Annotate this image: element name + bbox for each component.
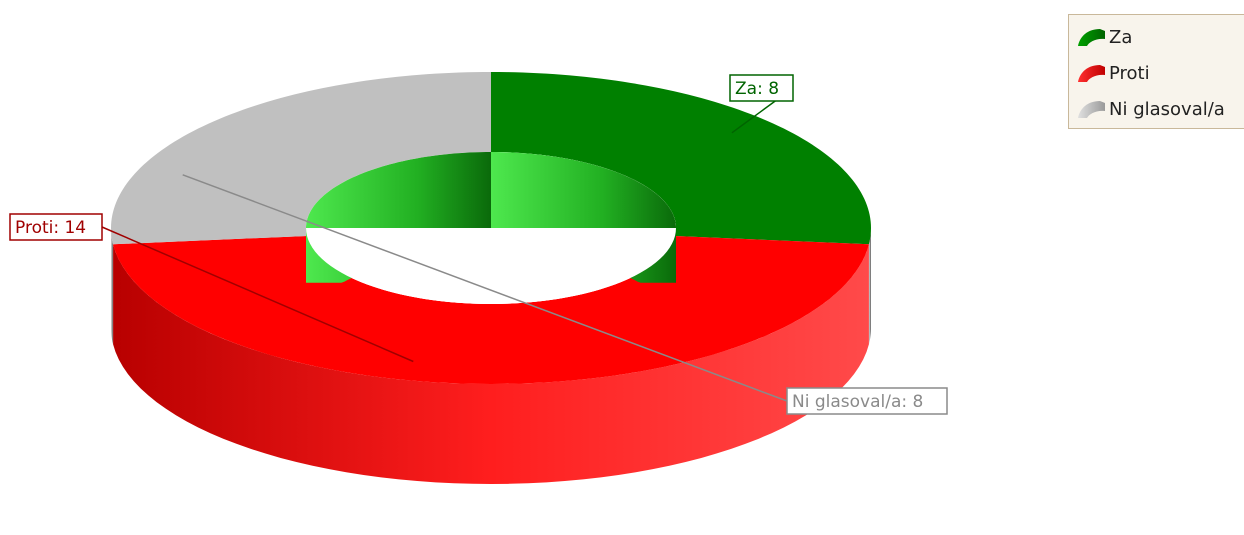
legend-swatch-za — [1078, 29, 1105, 46]
data-label-box-ni-glasoval-a — [786, 387, 948, 415]
data-label-za: Za: 8 — [735, 79, 779, 99]
slice-ni-glasoval-a[interactable] — [111, 72, 491, 245]
outer-wall-za — [868, 228, 871, 345]
label-leader-proti — [101, 226, 414, 363]
data-label-proti: Proti: 14 — [15, 218, 86, 238]
slice-proti[interactable] — [113, 235, 869, 384]
legend-label-ni-glasoval: Ni glasoval/a — [1109, 98, 1225, 120]
data-label-box-proti — [9, 213, 103, 241]
legend-swatch-proti — [1078, 65, 1105, 82]
legend: Za Proti Ni glasoval/a — [1068, 14, 1244, 129]
label-leader-ni-glasoval-a — [182, 174, 788, 402]
donut-hole-floor — [306, 228, 676, 304]
data-label-box-za — [729, 74, 794, 102]
legend-label-za: Za — [1109, 26, 1133, 48]
slice-za[interactable] — [491, 72, 871, 245]
legend-label-proti: Proti — [1109, 62, 1150, 84]
outer-wall-ni-glasoval-a — [111, 228, 114, 345]
legend-swatch-ni-glasoval — [1078, 101, 1105, 118]
data-label-ni-glasoval-a: Ni glasoval/a: 8 — [792, 392, 923, 412]
legend-item-za[interactable]: Za — [1075, 23, 1244, 51]
legend-item-proti[interactable]: Proti — [1075, 59, 1244, 87]
legend-item-ni-glasoval[interactable]: Ni glasoval/a — [1075, 95, 1244, 123]
outer-wall-proti — [113, 244, 869, 484]
